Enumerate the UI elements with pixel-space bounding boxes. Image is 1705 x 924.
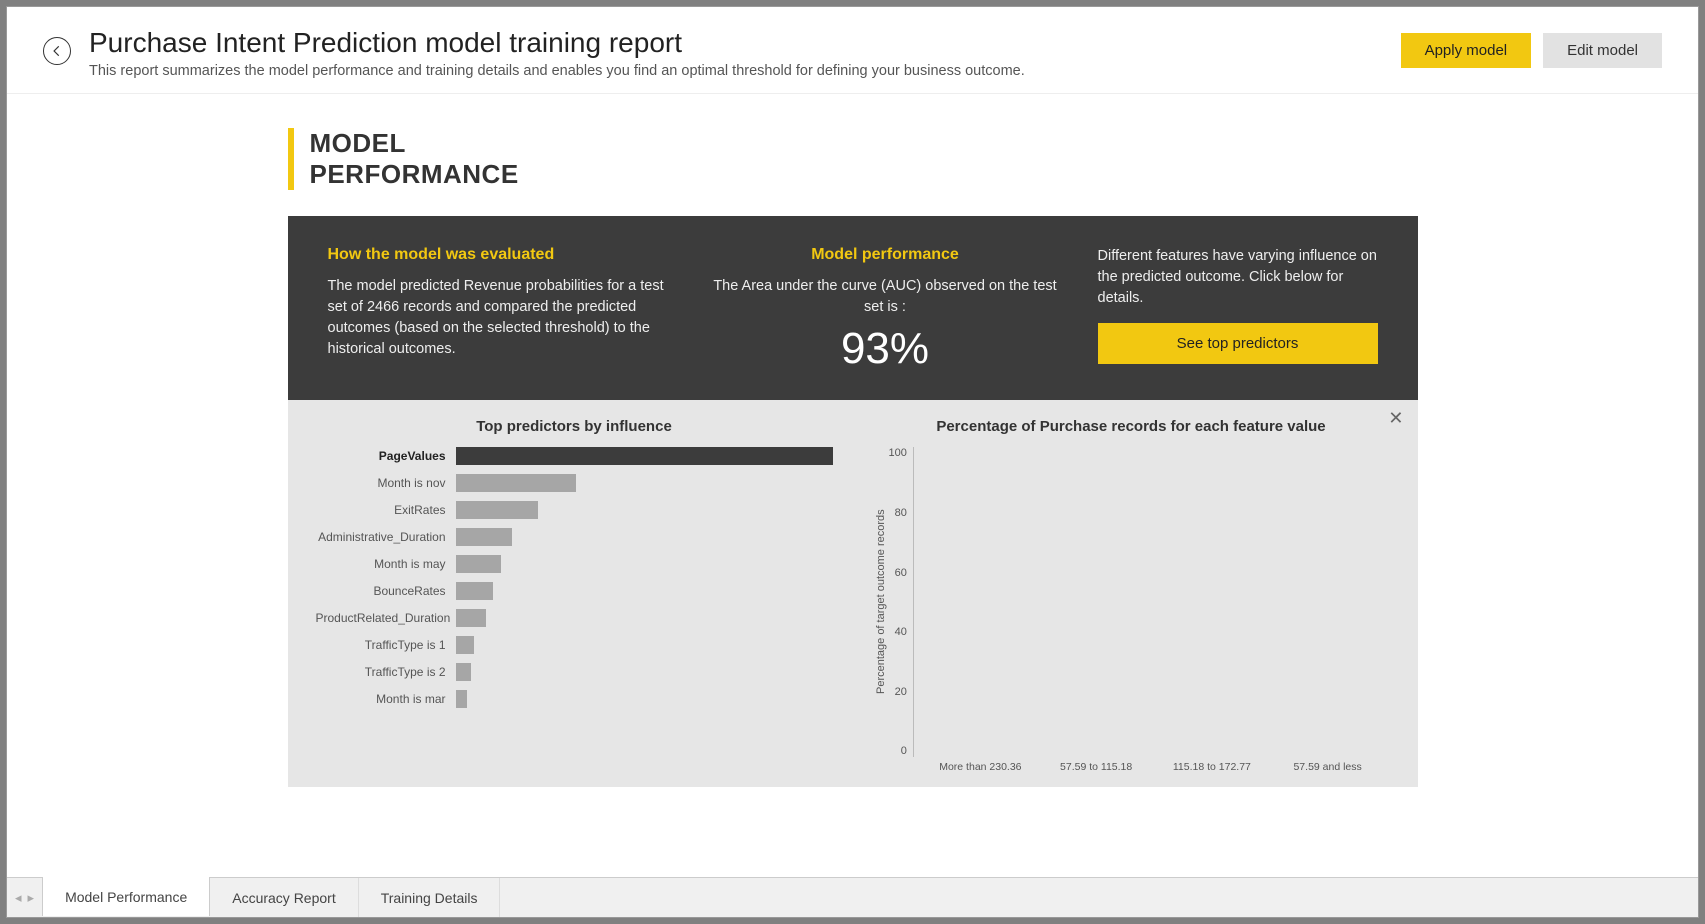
- hbar-track: [456, 474, 833, 492]
- header-text: Purchase Intent Prediction model trainin…: [89, 27, 1383, 79]
- page-title: Purchase Intent Prediction model trainin…: [89, 27, 1383, 59]
- chevron-right-icon[interactable]: ▸: [28, 890, 35, 906]
- vbar-xlabels: More than 230.36 57.59 to 115.18 115.18 to…: [919, 757, 1390, 773]
- report-content: MODEL PERFORMANCE How the model was eval…: [7, 94, 1698, 877]
- section-title-line1: MODEL: [310, 128, 1418, 159]
- hbar-fill: [456, 609, 486, 627]
- evaluation-column: How the model was evaluated The model pr…: [328, 246, 673, 374]
- hbar-row[interactable]: BounceRates: [316, 582, 833, 600]
- vbar-ytick: 40: [889, 626, 907, 638]
- report-tabs-bar: ◂ ▸ Model PerformanceAccuracy ReportTrai…: [7, 877, 1698, 917]
- vbar-ytick: 20: [889, 686, 907, 698]
- summary-panel: How the model was evaluated The model pr…: [288, 216, 1418, 400]
- hbar-row[interactable]: PageValues: [316, 447, 833, 465]
- hbar-label: ExitRates: [316, 503, 456, 517]
- back-button[interactable]: [43, 37, 71, 65]
- hbar-track: [456, 528, 833, 546]
- performance-heading: Model performance: [713, 246, 1058, 264]
- close-icon[interactable]: ✕: [1388, 408, 1403, 429]
- hbar-track: [456, 690, 833, 708]
- vbar-ytick: 80: [889, 507, 907, 519]
- hbar-row[interactable]: Administrative_Duration: [316, 528, 833, 546]
- top-predictors-chart: Top predictors by influence PageValues Mo…: [316, 418, 833, 773]
- charts-panel: ✕ Top predictors by influence PageValues…: [288, 400, 1418, 787]
- feature-value-chart: Percentage of Purchase records for each …: [873, 418, 1390, 773]
- vbar-ylabel: Percentage of target outcome records: [873, 447, 889, 757]
- hbar-label: Month is mar: [316, 692, 456, 706]
- hbar-track: [456, 555, 833, 573]
- vbar-ytick: 100: [889, 447, 907, 459]
- features-column: Different features have varying influenc…: [1098, 246, 1378, 374]
- hbar-fill: [456, 528, 513, 546]
- hbar-label: TrafficType is 1: [316, 638, 456, 652]
- hbar-track: [456, 636, 833, 654]
- tab-nav-arrows: ◂ ▸: [7, 878, 42, 917]
- hbar-fill: [456, 582, 494, 600]
- report-tab[interactable]: Training Details: [359, 878, 501, 917]
- hbar-track: [456, 609, 833, 627]
- report-body: MODEL PERFORMANCE How the model was eval…: [288, 128, 1418, 787]
- page-subtitle: This report summarizes the model perform…: [89, 63, 1383, 79]
- hbar-fill: [456, 501, 539, 519]
- app-frame: Purchase Intent Prediction model trainin…: [6, 6, 1699, 918]
- vbar-xlabel: 57.59 and less: [1284, 761, 1372, 773]
- performance-column: Model performance The Area under the cur…: [713, 246, 1058, 374]
- hbar-row[interactable]: Month is may: [316, 555, 833, 573]
- hbar-track: [456, 582, 833, 600]
- report-tab[interactable]: Model Performance: [42, 877, 210, 916]
- hbar-row[interactable]: TrafficType is 1: [316, 636, 833, 654]
- report-header: Purchase Intent Prediction model trainin…: [7, 7, 1698, 94]
- vbar-yaxis: 100 80 60 40 20 0: [889, 447, 913, 757]
- vbar-chart-body: Percentage of target outcome records 100…: [873, 447, 1390, 757]
- hbar-label: BounceRates: [316, 584, 456, 598]
- arrow-left-icon: [50, 44, 64, 58]
- section-title-line2: PERFORMANCE: [310, 159, 1418, 190]
- hbar-chart-body: PageValues Month is nov ExitRates Administr…: [316, 447, 833, 708]
- hbar-row[interactable]: Month is nov: [316, 474, 833, 492]
- report-tab[interactable]: Accuracy Report: [210, 878, 358, 917]
- hbar-track: [456, 663, 833, 681]
- vbar-chart-title: Percentage of Purchase records for each …: [873, 418, 1390, 435]
- hbar-label: TrafficType is 2: [316, 665, 456, 679]
- hbar-row[interactable]: ExitRates: [316, 501, 833, 519]
- hbar-fill: [456, 690, 467, 708]
- vbar-ytick: 0: [889, 745, 907, 757]
- hbar-track: [456, 501, 833, 519]
- hbar-label: Month is nov: [316, 476, 456, 490]
- apply-model-button[interactable]: Apply model: [1401, 33, 1532, 68]
- hbar-fill: [456, 474, 577, 492]
- hbar-label: PageValues: [316, 449, 456, 463]
- performance-text: The Area under the curve (AUC) observed …: [713, 276, 1058, 318]
- hbar-fill: [456, 555, 501, 573]
- hbar-row[interactable]: Month is mar: [316, 690, 833, 708]
- vbar-ytick: 60: [889, 567, 907, 579]
- evaluation-heading: How the model was evaluated: [328, 246, 673, 264]
- hbar-fill: [456, 447, 833, 465]
- tabs-container: Model PerformanceAccuracy ReportTraining…: [42, 878, 500, 917]
- hbar-fill: [456, 663, 471, 681]
- section-title-block: MODEL PERFORMANCE: [288, 128, 1418, 190]
- edit-model-button[interactable]: Edit model: [1543, 33, 1662, 68]
- hbar-chart-title: Top predictors by influence: [316, 418, 833, 435]
- features-text: Different features have varying influenc…: [1098, 246, 1378, 309]
- hbar-label: Month is may: [316, 557, 456, 571]
- hbar-fill: [456, 636, 475, 654]
- see-top-predictors-button[interactable]: See top predictors: [1098, 323, 1378, 364]
- hbar-label: ProductRelated_Duration: [316, 611, 456, 625]
- hbar-row[interactable]: ProductRelated_Duration: [316, 609, 833, 627]
- hbar-track: [456, 447, 833, 465]
- evaluation-text: The model predicted Revenue probabilitie…: [328, 276, 673, 360]
- auc-value: 93%: [713, 324, 1058, 374]
- chevron-left-icon[interactable]: ◂: [15, 890, 22, 906]
- hbar-label: Administrative_Duration: [316, 530, 456, 544]
- vbar-xlabel: 115.18 to 172.77: [1168, 761, 1256, 773]
- hbar-row[interactable]: TrafficType is 2: [316, 663, 833, 681]
- vbar-xlabel: 57.59 to 115.18: [1052, 761, 1140, 773]
- vbar-plot: [913, 447, 1390, 757]
- vbar-xlabel: More than 230.36: [937, 761, 1025, 773]
- header-actions: Apply model Edit model: [1401, 33, 1662, 68]
